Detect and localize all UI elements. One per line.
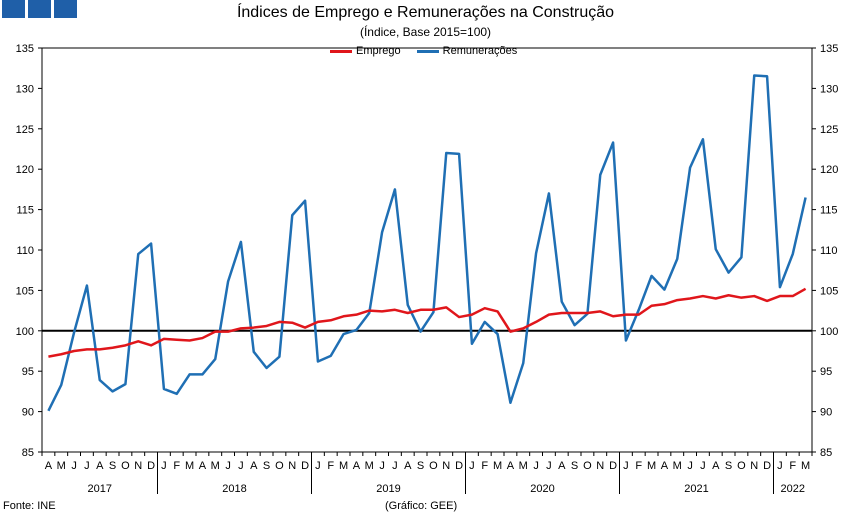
x-month-label: J	[315, 460, 321, 472]
y-tick-label-left: 90	[22, 407, 34, 419]
x-month-label: J	[238, 460, 244, 472]
x-month-label: A	[507, 460, 515, 472]
x-month-label: J	[225, 460, 231, 472]
y-tick-label-left: 110	[16, 245, 34, 257]
x-month-label: A	[661, 460, 669, 472]
x-month-label: A	[96, 460, 104, 472]
y-tick-label-right: 130	[820, 83, 838, 95]
y-tick-label-right: 105	[820, 285, 838, 297]
x-month-label: J	[71, 460, 77, 472]
x-month-label: F	[173, 460, 180, 472]
series-line-emprego	[48, 287, 807, 358]
x-month-label: J	[84, 460, 90, 472]
x-month-label: O	[583, 460, 592, 472]
x-month-label: M	[647, 460, 656, 472]
x-month-label: A	[199, 460, 207, 472]
x-month-label: D	[455, 460, 463, 472]
x-month-label: F	[481, 460, 488, 472]
x-month-label: N	[750, 460, 758, 472]
legend-swatch-remuneracoes	[416, 49, 439, 53]
y-tick-label-left: 85	[22, 447, 34, 459]
x-month-label: M	[519, 460, 528, 472]
plot-frame	[41, 47, 813, 453]
chart-title: Índices de Emprego e Remunerações na Con…	[236, 4, 615, 21]
y-tick-label-left: 120	[16, 164, 34, 176]
y-tick-label-right: 95	[820, 366, 832, 378]
x-month-label: N	[596, 460, 604, 472]
y-tick-label-right: 100	[820, 326, 838, 338]
x-month-label: M	[801, 460, 810, 472]
y-tick-label-left: 100	[16, 326, 34, 338]
chart-credit: (Gráfico: GEE)	[385, 500, 458, 512]
x-month-label: J	[700, 460, 706, 472]
x-month-label: N	[134, 460, 142, 472]
x-month-label: M	[493, 460, 502, 472]
x-month-label: F	[327, 460, 334, 472]
x-year-label: 2020	[530, 483, 554, 495]
x-month-label: J	[161, 460, 167, 472]
x-month-label: J	[687, 460, 693, 472]
x-month-label: A	[558, 460, 566, 472]
y-tick-label-right: 125	[820, 124, 838, 136]
y-tick-label-left: 95	[22, 366, 34, 378]
x-month-label: D	[147, 460, 155, 472]
y-tick-label-left: 130	[16, 83, 34, 95]
y-tick-label-right: 90	[820, 407, 832, 419]
x-month-label: S	[571, 460, 578, 472]
x-year-label: 2018	[222, 483, 246, 495]
x-month-label: M	[365, 460, 374, 472]
x-month-label: O	[737, 460, 746, 472]
y-tick-label-left: 135	[16, 43, 34, 55]
x-month-label: D	[763, 460, 771, 472]
x-month-label: O	[121, 460, 130, 472]
x-month-label: O	[275, 460, 284, 472]
x-month-label: J	[623, 460, 629, 472]
x-month-label: F	[789, 460, 796, 472]
y-tick-label-right: 115	[820, 205, 838, 217]
x-month-label: J	[379, 460, 385, 472]
y-tick-label-right: 120	[820, 164, 838, 176]
x-month-label: A	[404, 460, 412, 472]
source-note: Fonte: INE	[3, 500, 56, 512]
x-month-label: J	[777, 460, 783, 472]
x-year-label: 2021	[684, 483, 708, 495]
x-month-label: J	[469, 460, 475, 472]
x-month-label: M	[57, 460, 66, 472]
y-tick-label-right: 110	[820, 245, 838, 257]
series-line-remuneracoes	[47, 74, 807, 412]
brand-logo	[2, 0, 77, 18]
x-month-label: N	[288, 460, 296, 472]
x-month-label: O	[429, 460, 438, 472]
x-year-label: 2017	[88, 483, 112, 495]
x-month-label: S	[417, 460, 424, 472]
x-month-label: D	[609, 460, 617, 472]
x-month-label: M	[339, 460, 348, 472]
y-tick-label-left: 105	[16, 285, 34, 297]
x-month-label: F	[635, 460, 642, 472]
y-tick-label-left: 125	[16, 124, 34, 136]
x-month-label: S	[109, 460, 116, 472]
x-month-label: M	[185, 460, 194, 472]
x-month-label: J	[392, 460, 398, 472]
x-month-label: M	[673, 460, 682, 472]
x-month-label: N	[442, 460, 450, 472]
y-tick-label-right: 135	[820, 43, 838, 55]
x-month-label: J	[546, 460, 552, 472]
x-year-label: 2019	[376, 483, 400, 495]
chart-subtitle: (Índice, Base 2015=100)	[359, 25, 492, 39]
y-tick-label-left: 115	[16, 205, 34, 217]
x-year-label: 2022	[781, 483, 805, 495]
x-month-label: D	[301, 460, 309, 472]
x-month-label: A	[250, 460, 258, 472]
x-month-label: A	[45, 460, 53, 472]
x-month-label: A	[353, 460, 361, 472]
y-tick-label-right: 85	[820, 447, 832, 459]
x-month-label: S	[263, 460, 270, 472]
x-month-label: M	[211, 460, 220, 472]
x-month-label: A	[712, 460, 720, 472]
x-month-label: J	[533, 460, 539, 472]
legend-swatch-emprego	[330, 49, 352, 53]
x-month-label: S	[725, 460, 732, 472]
